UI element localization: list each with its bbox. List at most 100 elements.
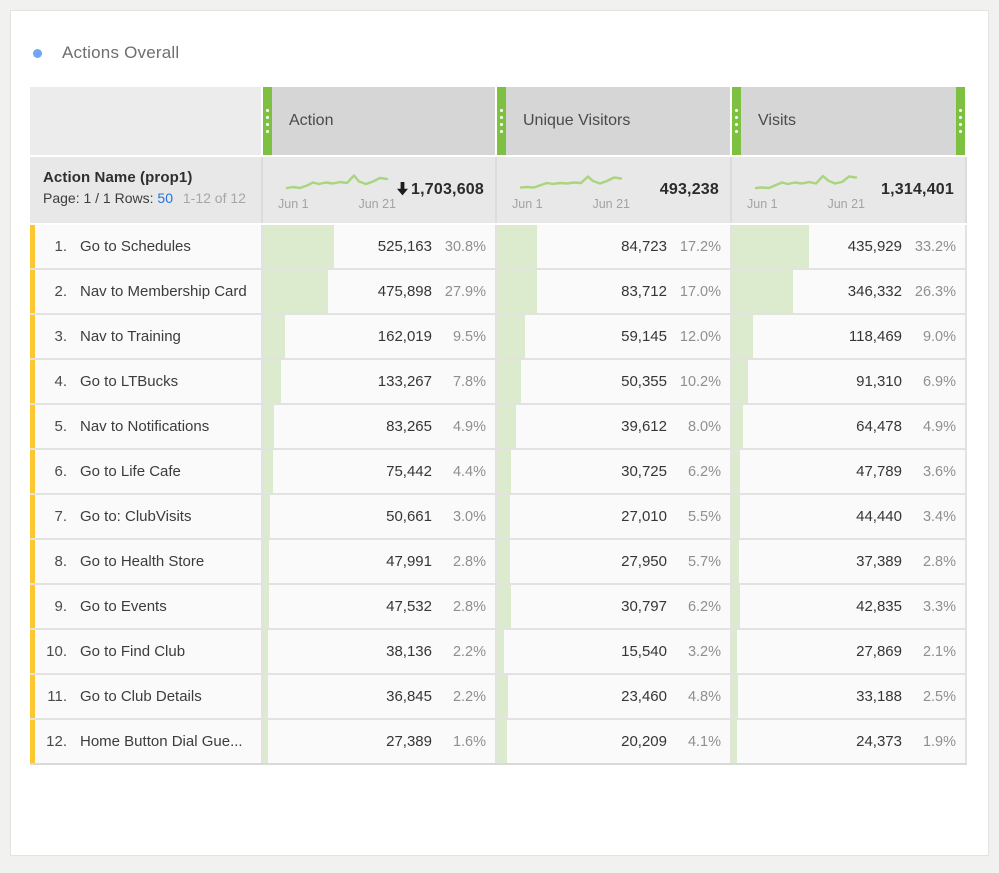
table-row[interactable]: 2. Nav to Membership Card 475,898 27.9% …: [30, 270, 967, 315]
metric-value: 346,332: [847, 283, 902, 300]
metric-cell-unique-visitors[interactable]: 15,540 3.2%: [497, 630, 730, 673]
metric-cell-action[interactable]: 83,265 4.9%: [263, 405, 495, 448]
metric-cell-unique-visitors[interactable]: 83,712 17.0%: [497, 270, 730, 313]
rows-count-dropdown[interactable]: 50: [157, 190, 173, 206]
metric-percent: 33.2%: [914, 238, 956, 255]
dimension-cell[interactable]: 4. Go to LTBucks: [30, 360, 261, 403]
row-number: 9.: [54, 598, 67, 615]
metric-cell-action[interactable]: 47,532 2.8%: [263, 585, 495, 628]
table-row[interactable]: 8. Go to Health Store 47,991 2.8% 27,950…: [30, 540, 967, 585]
table-row[interactable]: 1. Go to Schedules 525,163 30.8% 84,723 …: [30, 225, 967, 270]
row-number: 10.: [46, 643, 67, 660]
metric-cell-unique-visitors[interactable]: 27,950 5.7%: [497, 540, 730, 583]
row-accent-strip: [30, 495, 35, 538]
dimension-cell[interactable]: 11. Go to Club Details: [30, 675, 261, 718]
metric-cell-unique-visitors[interactable]: 23,460 4.8%: [497, 675, 730, 718]
value-bar: [497, 450, 512, 493]
metric-cell-unique-visitors[interactable]: 50,355 10.2%: [497, 360, 730, 403]
metric-cell-visits[interactable]: 24,373 1.9%: [732, 720, 965, 763]
metric-value: 91,310: [856, 373, 902, 390]
panel-title: Actions Overall: [62, 43, 180, 62]
metric-cell-unique-visitors[interactable]: 30,797 6.2%: [497, 585, 730, 628]
dimension-cell[interactable]: 6. Go to Life Cafe: [30, 450, 261, 493]
table-row[interactable]: 5. Nav to Notifications 83,265 4.9% 39,6…: [30, 405, 967, 450]
metric-cell-visits[interactable]: 42,835 3.3%: [732, 585, 965, 628]
metric-cell-visits[interactable]: 346,332 26.3%: [732, 270, 965, 313]
value-bar: [732, 675, 738, 718]
row-action-name: Go to Find Club: [80, 643, 186, 660]
metric-cell-visits[interactable]: 118,469 9.0%: [732, 315, 965, 358]
metric-cell-unique-visitors[interactable]: 27,010 5.5%: [497, 495, 730, 538]
metric-cell-action[interactable]: 36,845 2.2%: [263, 675, 495, 718]
metric-cell-visits[interactable]: 47,789 3.6%: [732, 450, 965, 493]
spark-start-label: Jun 1: [512, 197, 543, 211]
metric-cell-action[interactable]: 133,267 7.8%: [263, 360, 495, 403]
value-bar: [497, 225, 538, 268]
metric-cell-visits[interactable]: 37,389 2.8%: [732, 540, 965, 583]
table-row[interactable]: 9. Go to Events 47,532 2.8% 30,797 6.2% …: [30, 585, 967, 630]
panel-header: Actions Overall: [11, 11, 988, 63]
value-bar: [497, 630, 505, 673]
metric-cell-unique-visitors[interactable]: 84,723 17.2%: [497, 225, 730, 268]
table-row[interactable]: 11. Go to Club Details 36,845 2.2% 23,46…: [30, 675, 967, 720]
metric-cell-action[interactable]: 50,661 3.0%: [263, 495, 495, 538]
table-row[interactable]: 10. Go to Find Club 38,136 2.2% 15,540 3…: [30, 630, 967, 675]
dimension-cell[interactable]: 10. Go to Find Club: [30, 630, 261, 673]
row-action-name: Nav to Membership Card: [80, 283, 247, 300]
value-bar: [732, 225, 810, 268]
value-bar: [497, 585, 512, 628]
metric-value: 20,209: [621, 733, 667, 750]
metric-cell-visits[interactable]: 435,929 33.2%: [732, 225, 965, 268]
metric-cell-unique-visitors[interactable]: 39,612 8.0%: [497, 405, 730, 448]
metric-value: 435,929: [847, 238, 902, 255]
metric-cell-unique-visitors[interactable]: 59,145 12.0%: [497, 315, 730, 358]
column-header-action[interactable]: Action: [263, 87, 495, 155]
row-accent-strip: [30, 630, 35, 673]
metric-cell-unique-visitors[interactable]: 20,209 4.1%: [497, 720, 730, 763]
metric-percent: 9.0%: [922, 328, 956, 345]
dimension-cell[interactable]: 8. Go to Health Store: [30, 540, 261, 583]
table-row[interactable]: 7. Go to: ClubVisits 50,661 3.0% 27,010 …: [30, 495, 967, 540]
dimension-cell[interactable]: 1. Go to Schedules: [30, 225, 261, 268]
row-accent-strip: [30, 720, 35, 763]
dimension-cell[interactable]: 3. Nav to Training: [30, 315, 261, 358]
column-header-unique-visitors[interactable]: Unique Visitors: [497, 87, 730, 155]
metric-cell-unique-visitors[interactable]: 30,725 6.2%: [497, 450, 730, 493]
metric-percent: 2.2%: [452, 688, 486, 705]
row-accent-strip: [30, 585, 35, 628]
column-drag-handle-icon[interactable]: [263, 87, 272, 155]
metric-percent: 6.9%: [922, 373, 956, 390]
metric-percent: 7.8%: [452, 373, 486, 390]
dimension-summary-cell: Action Name (prop1) Page: 1 / 1 Rows: 50…: [30, 157, 261, 223]
metric-cell-action[interactable]: 47,991 2.8%: [263, 540, 495, 583]
dimension-cell[interactable]: 9. Go to Events: [30, 585, 261, 628]
row-action-name: Go to LTBucks: [80, 373, 179, 390]
metric-cell-visits[interactable]: 64,478 4.9%: [732, 405, 965, 448]
column-drag-handle-icon[interactable]: [732, 87, 741, 155]
dimension-cell[interactable]: 2. Nav to Membership Card: [30, 270, 261, 313]
dimension-cell[interactable]: 7. Go to: ClubVisits: [30, 495, 261, 538]
column-drag-handle-icon[interactable]: [956, 87, 965, 155]
metric-cell-visits[interactable]: 27,869 2.1%: [732, 630, 965, 673]
sort-descending-icon[interactable]: [396, 182, 409, 196]
metric-cell-action[interactable]: 525,163 30.8%: [263, 225, 495, 268]
value-bar: [263, 630, 269, 673]
dimension-cell[interactable]: 12. Home Button Dial Gue...: [30, 720, 261, 763]
metric-cell-action[interactable]: 162,019 9.5%: [263, 315, 495, 358]
column-header-visits[interactable]: Visits: [732, 87, 965, 155]
table-row[interactable]: 12. Home Button Dial Gue... 27,389 1.6% …: [30, 720, 967, 765]
metric-percent: 5.5%: [687, 508, 721, 525]
metric-cell-visits[interactable]: 33,188 2.5%: [732, 675, 965, 718]
metric-cell-visits[interactable]: 91,310 6.9%: [732, 360, 965, 403]
dimension-cell[interactable]: 5. Nav to Notifications: [30, 405, 261, 448]
table-body: 1. Go to Schedules 525,163 30.8% 84,723 …: [30, 225, 967, 765]
metric-cell-action[interactable]: 75,442 4.4%: [263, 450, 495, 493]
table-row[interactable]: 6. Go to Life Cafe 75,442 4.4% 30,725 6.…: [30, 450, 967, 495]
column-drag-handle-icon[interactable]: [497, 87, 506, 155]
metric-cell-visits[interactable]: 44,440 3.4%: [732, 495, 965, 538]
table-row[interactable]: 4. Go to LTBucks 133,267 7.8% 50,355 10.…: [30, 360, 967, 405]
metric-cell-action[interactable]: 27,389 1.6%: [263, 720, 495, 763]
table-row[interactable]: 3. Nav to Training 162,019 9.5% 59,145 1…: [30, 315, 967, 360]
metric-cell-action[interactable]: 38,136 2.2%: [263, 630, 495, 673]
metric-cell-action[interactable]: 475,898 27.9%: [263, 270, 495, 313]
